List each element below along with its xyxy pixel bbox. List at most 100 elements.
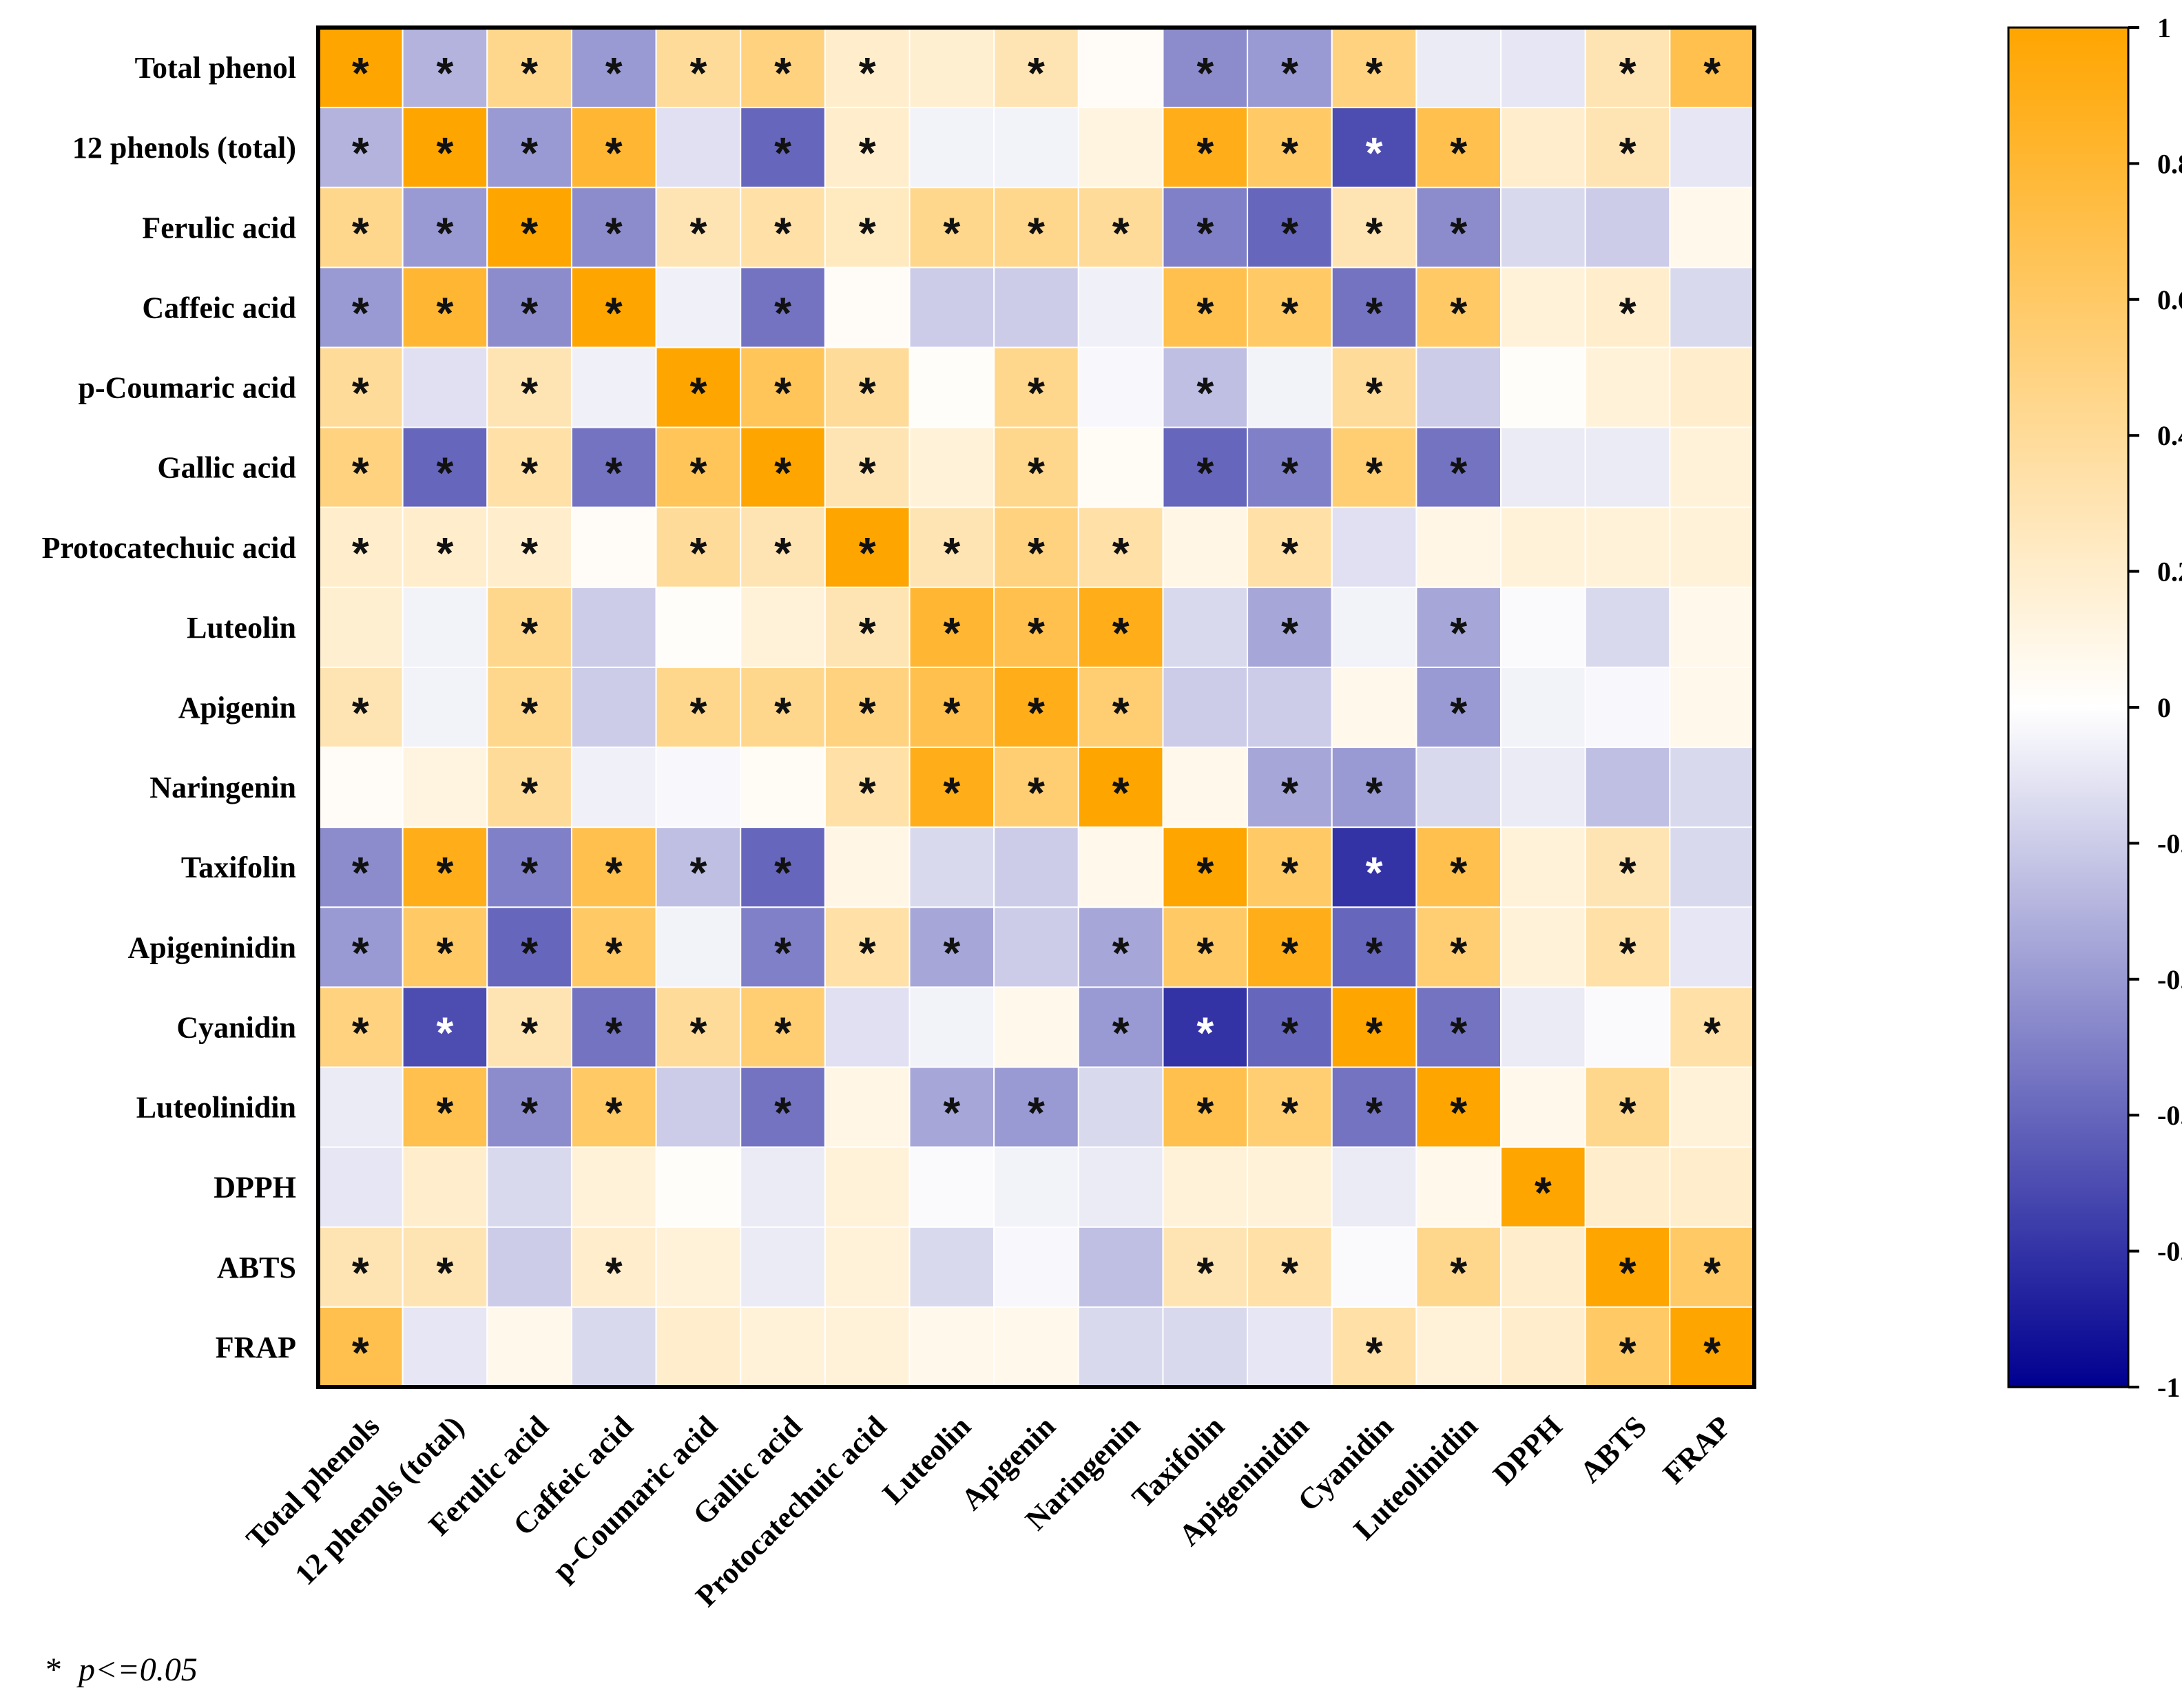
- heatmap-cell: [993, 906, 1079, 988]
- heatmap-cell: [1331, 267, 1417, 348]
- heatmap-cell: [1584, 27, 1671, 109]
- significance-star: *: [1450, 208, 1467, 258]
- heatmap-cell: [1415, 27, 1502, 109]
- heatmap-cell: [318, 1146, 404, 1228]
- heatmap-cell: [1584, 1146, 1671, 1228]
- heatmap-cell: [655, 1306, 742, 1388]
- significance-star: *: [1281, 448, 1298, 498]
- significance-star: *: [352, 528, 369, 578]
- heatmap-cell: [655, 267, 742, 348]
- colorbar-gradient: [2007, 26, 2130, 1388]
- heatmap-cell: [486, 826, 572, 908]
- heatmap-cell: [1077, 1226, 1164, 1308]
- significance-star: *: [437, 208, 454, 258]
- heatmap-cell: [1500, 267, 1586, 348]
- significance-star: *: [352, 928, 369, 977]
- significance-star: *: [437, 1248, 454, 1298]
- significance-star: *: [1366, 368, 1383, 418]
- heatmap-cell: [1669, 586, 1756, 668]
- significance-star: *: [1281, 928, 1298, 977]
- heatmap-cell: [1247, 187, 1333, 269]
- significance-star: *: [1450, 288, 1467, 337]
- heatmap-cell: [318, 906, 404, 988]
- heatmap-cell: [740, 107, 826, 189]
- heatmap-cell: [1247, 986, 1333, 1068]
- significance-star: *: [521, 48, 538, 98]
- heatmap-cell: [1415, 346, 1502, 428]
- heatmap-cell: [1500, 826, 1586, 908]
- significance-star: *: [352, 688, 369, 738]
- heatmap-cell: [1669, 346, 1756, 428]
- heatmap-cell: [402, 826, 488, 908]
- heatmap-cell: [402, 906, 488, 988]
- heatmap-cell: [1584, 346, 1671, 428]
- heatmap-cell: [1415, 666, 1502, 749]
- significance-star: *: [521, 608, 538, 658]
- heatmap-cell: [908, 107, 995, 189]
- colorbar-ticks: 1 0.8 0.6 0.4 0.2 0 -0.2 -0.4 -0.6 -0.8 -1: [2128, 12, 2182, 1403]
- significance-star: *: [689, 848, 707, 897]
- heatmap-cell: [1077, 826, 1164, 908]
- significance-star: *: [1112, 608, 1130, 658]
- heatmap-cell: [1331, 1306, 1417, 1388]
- heatmap-cell: [1162, 1146, 1249, 1228]
- heatmap-cell: [1584, 187, 1671, 269]
- heatmap-cell: [1077, 346, 1164, 428]
- heatmap-cell: [486, 986, 572, 1068]
- heatmap-cell: [824, 1306, 911, 1388]
- heatmap-cell: [993, 826, 1079, 908]
- significance-star: *: [859, 688, 876, 738]
- heatmap-cell: [740, 826, 826, 908]
- colorbar-tick-label: -0.6: [2157, 1100, 2182, 1131]
- significance-star: *: [1196, 208, 1214, 258]
- heatmap-cell: [993, 267, 1079, 348]
- heatmap-cell: [570, 267, 657, 348]
- heatmap-cell: [1162, 506, 1249, 588]
- heatmap-cell: [1331, 826, 1417, 908]
- significance-star: *: [605, 1248, 623, 1298]
- heatmap-cells: [318, 27, 1756, 1388]
- heatmap-cell: [908, 267, 995, 348]
- colorbar: 1 0.8 0.6 0.4 0.2 0 -0.2 -0.4 -0.6 -0.8 -1: [2007, 12, 2182, 1403]
- row-label: Total phenol: [135, 51, 296, 85]
- heatmap-cell: [908, 1066, 995, 1148]
- significance-star: *: [1196, 288, 1214, 337]
- row-label: 12 phenols (total): [72, 131, 296, 165]
- heatmap-cell: [824, 666, 911, 749]
- heatmap-cell: [1077, 107, 1164, 189]
- heatmap-cell: [740, 187, 826, 269]
- significance-star: *: [1450, 1008, 1467, 1057]
- heatmap-cell: [1669, 506, 1756, 588]
- row-label: Naringenin: [149, 771, 296, 804]
- heatmap-cell: [908, 1226, 995, 1308]
- heatmap-cell: [402, 986, 488, 1068]
- heatmap-cell: [655, 506, 742, 588]
- significance-star: *: [1112, 688, 1130, 738]
- heatmap-cell: [1077, 1306, 1164, 1388]
- significance-star: *: [352, 1248, 369, 1298]
- heatmap-cell: [655, 826, 742, 908]
- heatmap-cell: [655, 1066, 742, 1148]
- significance-star: *: [1366, 288, 1383, 337]
- significance-star: *: [1366, 1328, 1383, 1377]
- heatmap-cell: [1162, 346, 1249, 428]
- significance-star: *: [943, 688, 960, 738]
- significance-star: *: [1366, 208, 1383, 258]
- heatmap-cell: [1584, 1306, 1671, 1388]
- heatmap-cell: [486, 267, 572, 348]
- significance-star: *: [352, 288, 369, 337]
- heatmap-cell: [740, 27, 826, 109]
- significance-star: *: [521, 208, 538, 258]
- heatmap-cell: [402, 27, 488, 109]
- significance-star: *: [1703, 1328, 1721, 1377]
- heatmap-cell: [993, 747, 1079, 829]
- heatmap-cell: [1162, 666, 1249, 749]
- significance-star: *: [352, 848, 369, 897]
- heatmap-cell: [318, 1066, 404, 1148]
- heatmap-cell: [570, 986, 657, 1068]
- heatmap-cell: [1077, 1066, 1164, 1148]
- row-label: Luteolin: [187, 611, 296, 645]
- significance-star: *: [1112, 768, 1130, 817]
- heatmap-cell: [1415, 1066, 1502, 1148]
- heatmap-cell: [655, 906, 742, 988]
